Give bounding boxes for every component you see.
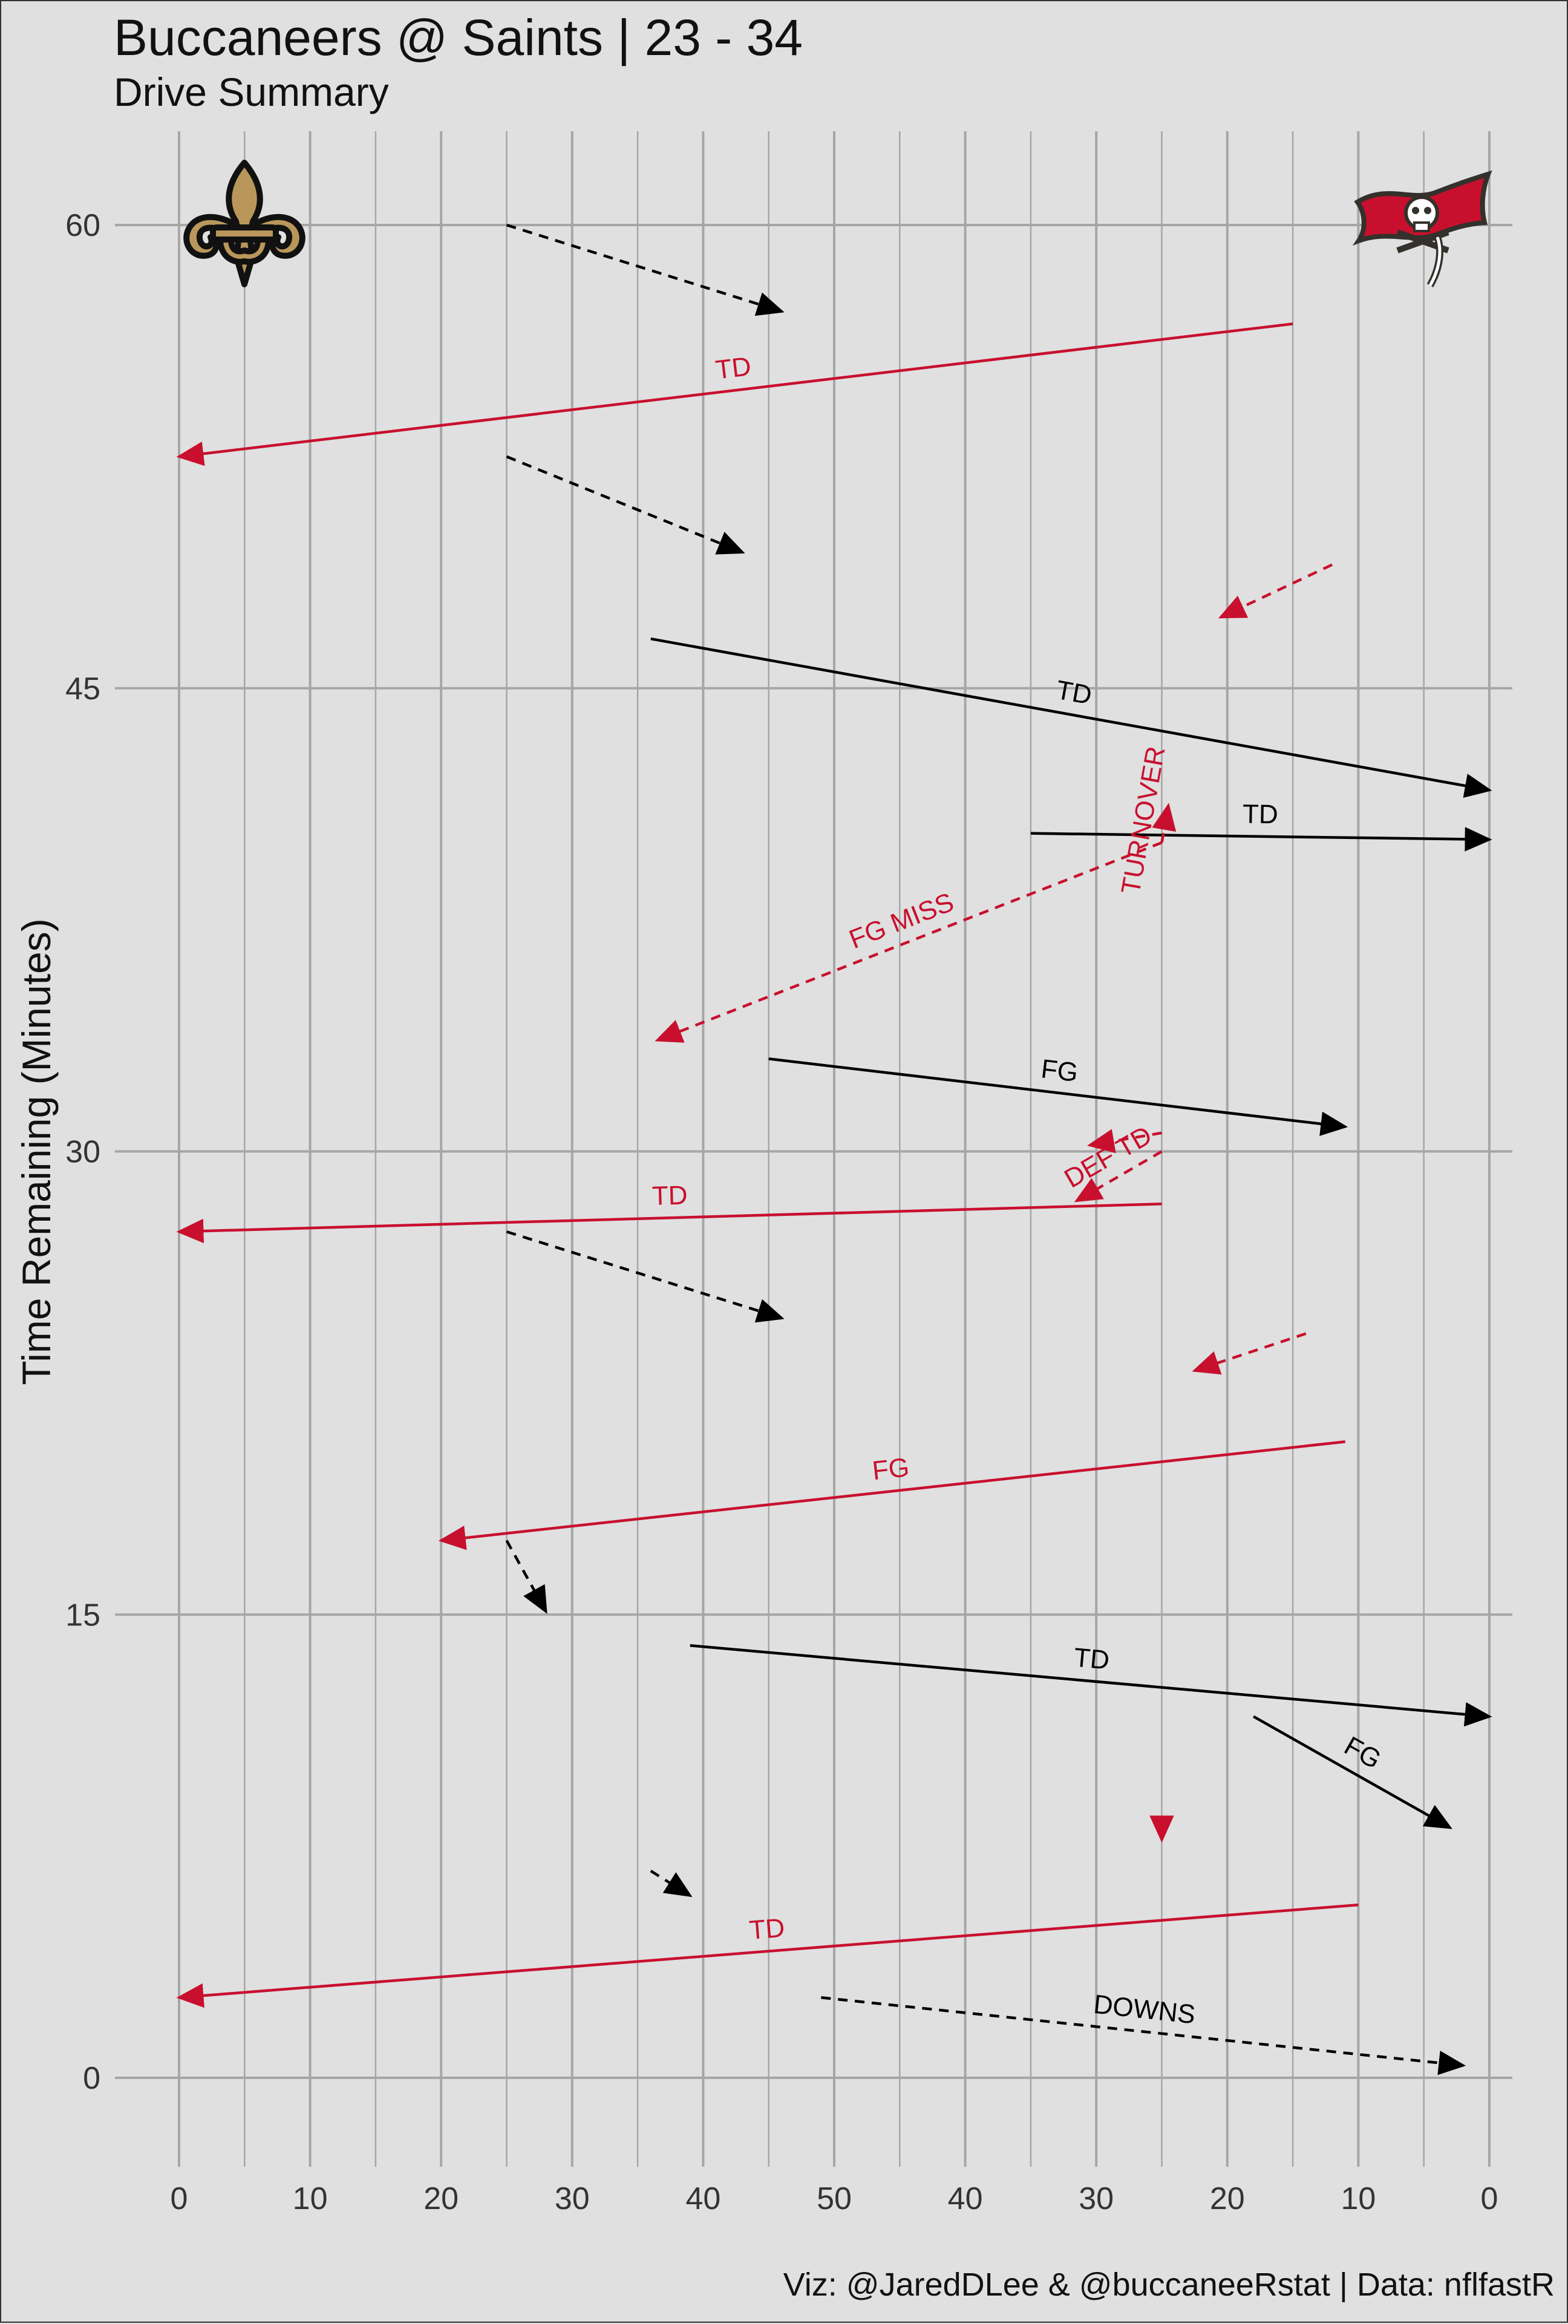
buccaneers-logo xyxy=(1352,170,1492,287)
saints-drive-arrow xyxy=(768,1057,1348,1137)
x-tick-label: 0 xyxy=(1481,2181,1498,2216)
x-tick-label: 20 xyxy=(423,2181,459,2216)
buccaneers-drive-arrow xyxy=(1192,1332,1307,1375)
buccaneers-drive-arrow xyxy=(176,322,1293,466)
buccaneers-drive-arrow xyxy=(1086,1129,1162,1154)
x-tick-label: 40 xyxy=(685,2181,720,2216)
drive-result-label: TD xyxy=(652,1180,688,1211)
saints-drive-arrow xyxy=(506,1230,785,1323)
saints-drive-arrow xyxy=(650,637,1492,798)
x-tick-label: 40 xyxy=(948,2181,983,2216)
y-tick-label: 30 xyxy=(65,1135,100,1170)
drive-result-label: FG xyxy=(1039,1054,1079,1088)
saints-drive-arrow xyxy=(506,223,785,316)
x-tick-label: 30 xyxy=(555,2181,590,2216)
saints-logo xyxy=(183,160,305,287)
buccaneers-drive-arrow xyxy=(655,841,1163,1043)
saints-drive-arrow xyxy=(505,1539,547,1614)
y-tick-label: 15 xyxy=(65,1598,100,1633)
buccaneers-drive-arrow xyxy=(176,1903,1359,2008)
x-tick-label: 50 xyxy=(817,2181,852,2216)
drive-result-label: TURNOVER xyxy=(1116,744,1171,896)
saints-drive-arrow xyxy=(506,455,745,555)
chart-title: Buccaneers @ Saints | 23 - 34 xyxy=(114,9,803,66)
drive-result-label: FG xyxy=(871,1452,910,1486)
drive-result-label: TD xyxy=(1054,675,1094,711)
chart-caption: Viz: @JaredDLee & @buccaneeRstat | Data:… xyxy=(783,2267,1555,2303)
y-tick-label: 0 xyxy=(83,2061,100,2096)
buccaneers-drive-arrow xyxy=(1218,563,1333,619)
buccaneers-drive-arrow xyxy=(176,1203,1162,1244)
x-tick-label: 30 xyxy=(1079,2181,1114,2216)
buccaneers-drive-arrow xyxy=(438,1440,1345,1550)
drive-result-label: TD xyxy=(748,1913,786,1945)
y-tick-label: 60 xyxy=(65,208,100,243)
x-tick-label: 0 xyxy=(171,2181,188,2216)
drive-result-label: TD xyxy=(1073,1643,1111,1676)
drive-result-label: DEF TD xyxy=(1059,1120,1157,1194)
saints-drive-arrow xyxy=(1253,1715,1452,1829)
saints-drive-arrow xyxy=(821,1996,1466,2075)
saints-drive-arrow xyxy=(1030,827,1492,852)
buccaneers-drive-arrow xyxy=(1152,803,1177,843)
drive-result-label: TD xyxy=(1243,799,1278,829)
y-tick-label: 45 xyxy=(65,671,100,707)
x-tick-label: 10 xyxy=(1341,2181,1376,2216)
chart-subtitle: Drive Summary xyxy=(114,70,389,114)
x-tick-label: 20 xyxy=(1210,2181,1245,2216)
x-tick-label: 10 xyxy=(293,2181,328,2216)
drive-result-label: TD xyxy=(714,351,753,385)
drive-result-label: DOWNS xyxy=(1092,1989,1197,2029)
saints-drive-arrow xyxy=(650,1870,693,1898)
saints-drive-arrow xyxy=(690,1644,1492,1727)
